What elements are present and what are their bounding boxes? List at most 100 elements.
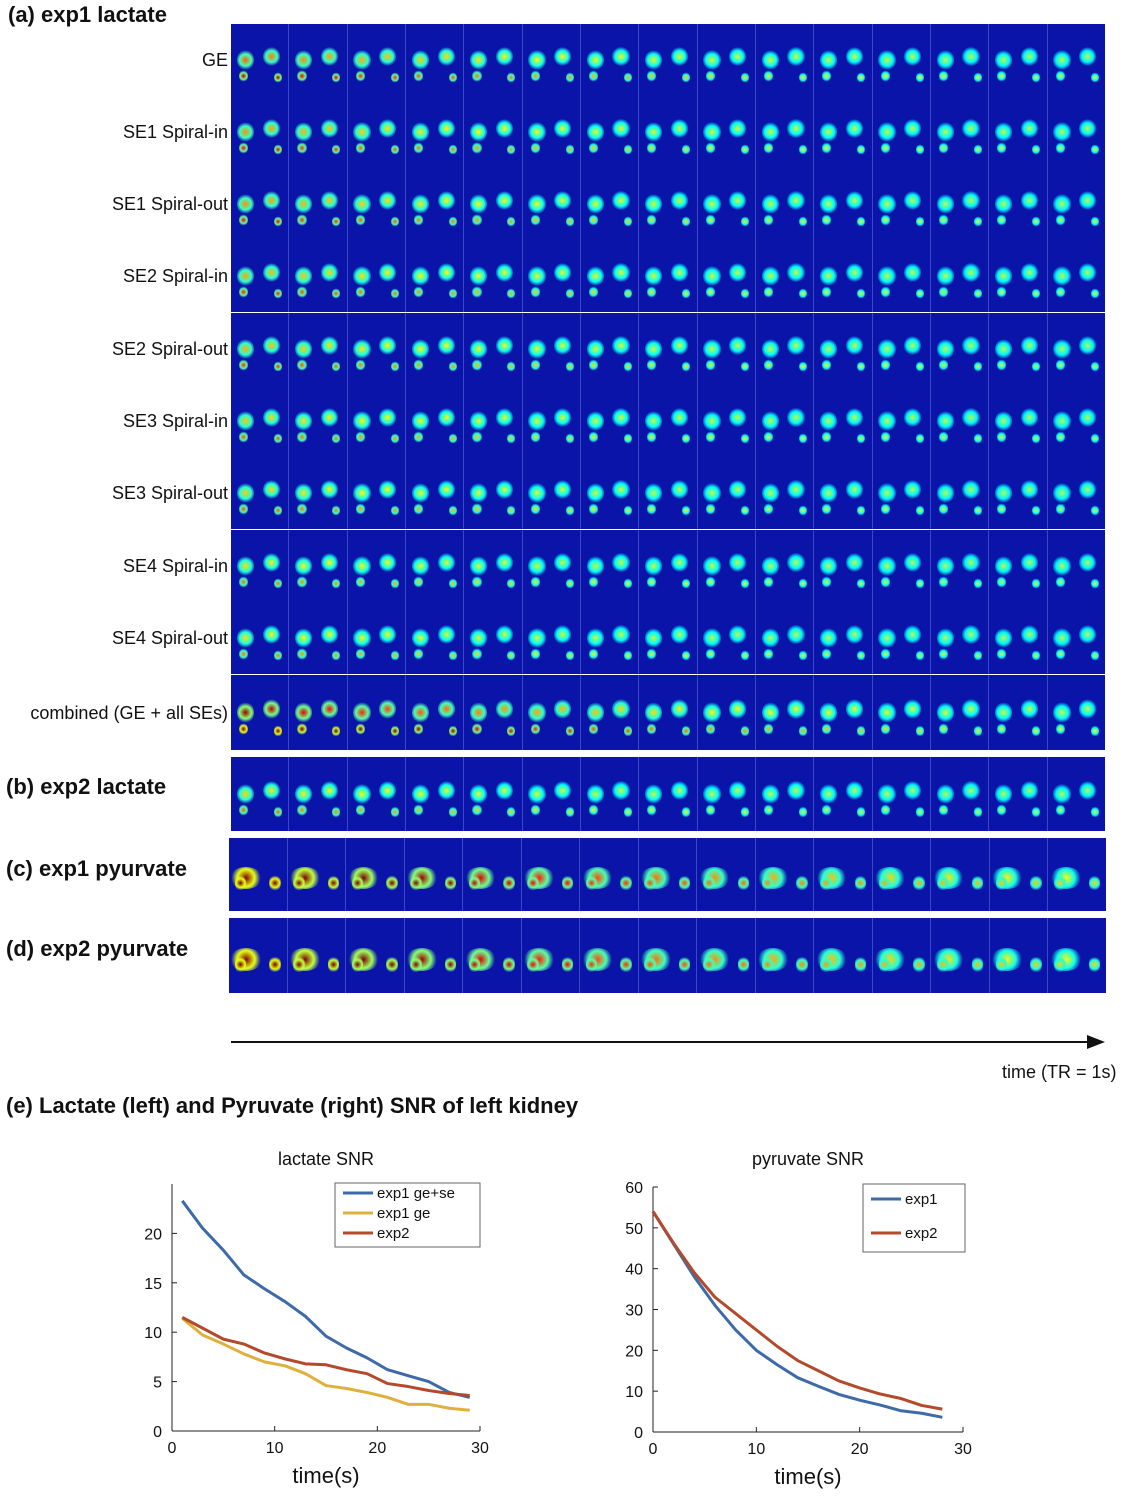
- kidney-signal-blob: [647, 503, 657, 515]
- kidney-signal-blob: [623, 360, 632, 373]
- kidney-signal-blob: [320, 699, 339, 719]
- kidney-signal-blob: [495, 780, 514, 800]
- y-tick-label: 10: [625, 1384, 643, 1401]
- kidney-signal-blob: [495, 119, 514, 138]
- kidney-signal-blob: [295, 783, 313, 805]
- kidney-signal-blob: [612, 780, 630, 800]
- kidney-signal-blob: [729, 625, 747, 644]
- image-frame: [1048, 602, 1105, 674]
- image-frame: [348, 385, 406, 457]
- image-frame: [697, 838, 756, 911]
- kidney-signal-blob: [332, 287, 341, 300]
- kidney-signal-blob: [320, 47, 339, 66]
- image-frame: [814, 602, 873, 674]
- kidney-signal-blob: [995, 875, 1008, 892]
- kidney-signal-blob: [495, 408, 514, 427]
- kidney-signal-blob: [997, 576, 1007, 588]
- kidney-signal-blob: [386, 956, 398, 973]
- kidney-signal-blob: [682, 805, 691, 818]
- kidney-signal-blob: [236, 193, 254, 215]
- kidney-signal-blob: [845, 263, 863, 282]
- kidney-signal-blob: [670, 408, 688, 427]
- series-line-exp2: [181, 1316, 470, 1397]
- kidney-signal-blob: [448, 649, 457, 662]
- kidney-signal-blob: [390, 71, 399, 84]
- kidney-signal-blob: [554, 336, 572, 355]
- image-frame: [1048, 24, 1105, 96]
- x-axis-label: time(s): [774, 1464, 841, 1489]
- image-frame: [464, 457, 523, 529]
- image-frame: [289, 757, 348, 831]
- kidney-signal-blob: [1090, 143, 1099, 156]
- kidney-signal-blob: [878, 121, 896, 143]
- kidney-signal-blob: [904, 408, 922, 427]
- image-frame: [756, 757, 815, 831]
- kidney-signal-blob: [623, 143, 632, 156]
- image-frame: [523, 313, 581, 385]
- kidney-signal-blob: [620, 956, 632, 973]
- panel-e-title: (e) Lactate (left) and Pyruvate (right) …: [6, 1093, 579, 1118]
- kidney-signal-blob: [528, 627, 546, 649]
- kidney-signal-blob: [822, 503, 832, 515]
- kidney-signal-blob: [703, 121, 721, 143]
- kidney-signal-blob: [647, 214, 657, 226]
- kidney-signal-blob: [297, 723, 307, 735]
- kidney-signal-blob: [528, 121, 546, 143]
- kidney-signal-blob: [390, 215, 399, 228]
- row-label: SE3 Spiral-out: [111, 483, 228, 503]
- kidney-signal-blob: [437, 625, 455, 644]
- image-frame: [405, 838, 464, 911]
- kidney-signal-blob: [1020, 408, 1038, 427]
- image-frame: [1048, 838, 1106, 911]
- kidney-signal-blob: [822, 576, 832, 588]
- kidney-signal-blob: [670, 480, 688, 499]
- kidney-signal-blob: [295, 193, 313, 215]
- image-frame: [639, 918, 698, 993]
- kidney-signal-blob: [645, 193, 663, 215]
- kidney-signal-blob: [703, 702, 721, 723]
- kidney-signal-blob: [936, 783, 954, 805]
- kidney-signal-blob: [239, 359, 249, 371]
- kidney-signal-blob: [973, 215, 982, 228]
- kidney-signal-blob: [470, 482, 488, 504]
- kidney-signal-blob: [857, 71, 866, 84]
- kidney-signal-blob: [411, 702, 429, 723]
- kidney-signal-blob: [740, 287, 749, 300]
- kidney-signal-blob: [997, 70, 1007, 82]
- kidney-signal-blob: [332, 504, 341, 517]
- image-frame: [406, 675, 465, 750]
- kidney-signal-blob: [880, 431, 890, 443]
- kidney-signal-blob: [411, 627, 429, 649]
- row-label: combined (GE + all SEs): [30, 702, 228, 723]
- kidney-signal-blob: [507, 577, 516, 590]
- kidney-signal-blob: [973, 432, 982, 445]
- kidney-signal-blob: [507, 805, 516, 818]
- kidney-signal-blob: [353, 193, 371, 215]
- kidney-signal-blob: [262, 553, 280, 572]
- image-frame: [289, 602, 348, 674]
- image-frame: [464, 385, 523, 457]
- kidney-signal-blob: [410, 875, 422, 892]
- image-frame: [581, 24, 640, 96]
- kidney-signal-blob: [1020, 553, 1038, 572]
- kidney-signal-blob: [295, 482, 313, 504]
- image-frame: [931, 385, 990, 457]
- series-line-exp1: [651, 1210, 943, 1419]
- image-frame: [581, 96, 640, 168]
- kidney-signal-blob: [670, 191, 688, 210]
- kidney-signal-blob: [612, 480, 630, 499]
- kidney-signal-blob: [1032, 215, 1041, 228]
- kidney-signal-blob: [379, 191, 397, 210]
- kidney-signal-blob: [822, 431, 832, 443]
- kidney-signal-blob: [822, 359, 832, 371]
- kidney-signal-blob: [878, 783, 896, 805]
- kidney-signal-blob: [437, 47, 455, 66]
- kidney-signal-blob: [740, 805, 749, 818]
- image-frame: [873, 757, 931, 831]
- kidney-signal-blob: [994, 338, 1013, 360]
- kidney-signal-blob: [585, 956, 598, 973]
- kidney-signal-blob: [904, 480, 922, 499]
- row-label: SE4 Spiral-out: [111, 628, 228, 648]
- image-frame: [989, 313, 1048, 385]
- kidney-signal-blob: [938, 142, 949, 154]
